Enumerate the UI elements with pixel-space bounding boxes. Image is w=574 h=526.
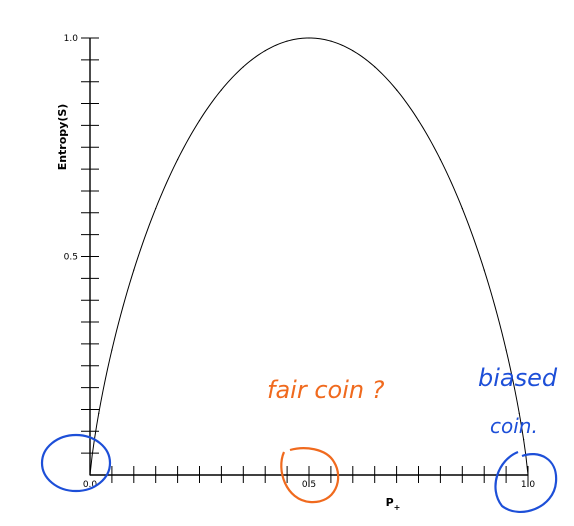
fair-coin-annotation: fair coin ?: [267, 376, 385, 404]
curve-point: [352, 50, 354, 52]
axes: [89, 38, 528, 476]
curve-point: [89, 474, 91, 476]
curve-point: [417, 119, 420, 122]
curve-point: [523, 439, 525, 441]
curve-point: [198, 119, 201, 122]
curve-point: [98, 412, 100, 414]
curve-point: [308, 37, 310, 39]
curve-point: [330, 40, 332, 42]
curve-point: [527, 474, 529, 476]
x-axis-label: P+: [386, 496, 401, 512]
x-tick-label: 1.0: [521, 480, 536, 490]
curve-point: [286, 40, 288, 42]
curve-point: [242, 66, 244, 68]
curve-point: [133, 269, 135, 271]
curve-point: [264, 50, 266, 52]
curve-point: [461, 207, 463, 210]
curve-point: [374, 66, 376, 68]
biased-annotation-line1: biased: [478, 364, 558, 392]
x-tick-label: 0.5: [302, 480, 316, 490]
ticks: 0.0 0.5 1.0 0.5 1.0: [64, 34, 536, 490]
curve-point: [155, 207, 157, 210]
curve-point: [439, 158, 441, 161]
entropy-curve: [89, 37, 529, 476]
x-axis-label-subscript: +: [394, 503, 401, 512]
biased-annotation-line2: coin.: [490, 414, 538, 438]
y-axis-label: Entropy(S): [56, 104, 69, 171]
curve-point: [111, 349, 113, 351]
curve-layer: [89, 37, 529, 476]
curve-point: [220, 89, 222, 91]
one-circle: [494, 450, 558, 514]
curve-point: [177, 158, 179, 161]
curve-point: [505, 349, 507, 351]
curve-point: [518, 412, 520, 414]
x-tick-label: 0.0: [83, 480, 98, 490]
curve-point: [483, 269, 485, 271]
curve-point: [396, 89, 398, 91]
half-circle: [280, 447, 340, 504]
handwritten-annotations: fair coin ? biased coin.: [40, 364, 558, 514]
y-tick-label: 1.0: [64, 34, 79, 44]
zero-circle: [40, 433, 112, 493]
y-tick-label: 0.5: [64, 253, 78, 263]
